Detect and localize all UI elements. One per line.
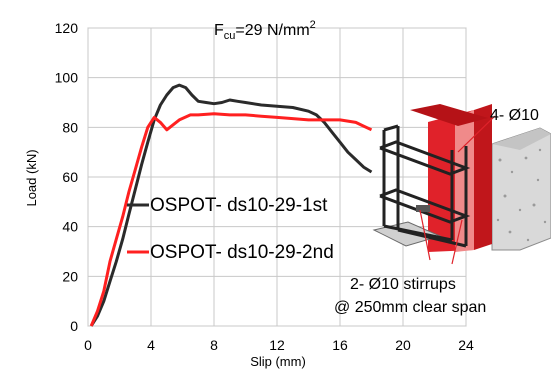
stirrup-annotation: 2- Ø10 stirrups: [350, 276, 456, 293]
y-tick-label: 0: [70, 318, 78, 334]
legend-label-2nd: OSPOT- ds10-29-2nd: [150, 242, 334, 263]
series-lines: [89, 83, 373, 327]
x-tick-label: 20: [395, 337, 411, 353]
y-tick-label: 40: [62, 219, 78, 235]
x-tick-label: 4: [147, 337, 155, 353]
x-axis-label: Slip (mm): [250, 354, 306, 369]
y-tick-label: 80: [62, 119, 78, 135]
series-line-2nd: [89, 112, 373, 327]
stirrup-spacing-annotation: @ 250mm clear span: [334, 299, 486, 316]
x-tick-label: 24: [458, 337, 474, 353]
legend-label-1st: OSPOT- ds10-29-1st: [150, 195, 328, 216]
chart-title: Fcu=29 N/mm2: [214, 19, 316, 42]
y-tick-label: 100: [55, 70, 79, 86]
x-tick-label: 16: [332, 337, 348, 353]
y-tick-label: 60: [62, 169, 78, 185]
x-tick-label: 8: [210, 337, 218, 353]
y-tick-labels: 0 20 40 60 80 100 120: [55, 20, 79, 334]
legend: OSPOT- ds10-29-1st OSPOT- ds10-29-2nd: [127, 195, 334, 263]
x-tick-label: 12: [269, 337, 285, 353]
x-tick-labels: 0 4 8 12 16 20 24: [84, 337, 474, 353]
x-tick-label: 0: [84, 337, 92, 353]
rebar-annotation: 4- Ø10: [490, 107, 539, 124]
specimen-illustration: [372, 104, 551, 265]
y-tick-label: 120: [55, 20, 79, 36]
y-axis-label: Load (kN): [24, 149, 39, 206]
series-line-1st: [89, 83, 373, 327]
y-tick-label: 20: [62, 268, 78, 284]
